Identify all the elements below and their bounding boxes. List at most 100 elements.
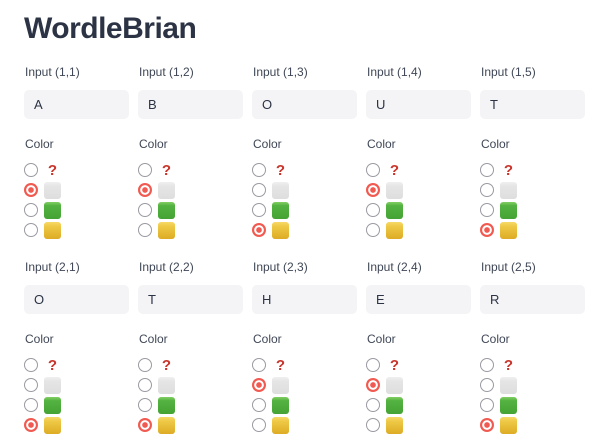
radio-button-gray[interactable] (24, 183, 38, 197)
radio-button-unknown[interactable] (252, 358, 266, 372)
color-option-yellow[interactable] (24, 415, 129, 435)
color-option-gray[interactable] (138, 375, 243, 395)
color-option-green[interactable] (138, 395, 243, 415)
color-option-yellow[interactable] (138, 220, 243, 240)
color-option-yellow[interactable] (480, 220, 585, 240)
question-mark-glyph[interactable]: ? (503, 356, 514, 374)
letter-input-2-3[interactable] (252, 285, 357, 314)
radio-button-gray[interactable] (480, 183, 494, 197)
letter-input-2-4[interactable] (366, 285, 471, 314)
color-option-yellow[interactable] (366, 220, 471, 240)
radio-button-gray[interactable] (366, 378, 380, 392)
yellow-square-swatch[interactable] (44, 416, 61, 434)
green-square-swatch[interactable] (386, 201, 403, 219)
yellow-square-swatch[interactable] (272, 416, 289, 434)
color-option-unknown[interactable]: ? (480, 355, 585, 375)
radio-button-gray[interactable] (24, 378, 38, 392)
gray-square-swatch[interactable] (500, 376, 517, 394)
radio-button-green[interactable] (24, 398, 38, 412)
radio-button-yellow[interactable] (252, 418, 266, 432)
radio-button-green[interactable] (24, 203, 38, 217)
color-option-green[interactable] (366, 395, 471, 415)
color-option-yellow[interactable] (138, 415, 243, 435)
green-square-swatch[interactable] (500, 396, 517, 414)
yellow-square-swatch[interactable] (272, 221, 289, 239)
question-mark-glyph[interactable]: ? (389, 161, 400, 179)
radio-button-yellow[interactable] (24, 223, 38, 237)
radio-button-green[interactable] (252, 398, 266, 412)
radio-button-green[interactable] (366, 398, 380, 412)
color-option-green[interactable] (366, 200, 471, 220)
radio-button-green[interactable] (480, 398, 494, 412)
color-option-green[interactable] (138, 200, 243, 220)
gray-square-swatch[interactable] (386, 181, 403, 199)
color-option-unknown[interactable]: ? (366, 160, 471, 180)
radio-button-unknown[interactable] (480, 163, 494, 177)
green-square-swatch[interactable] (272, 201, 289, 219)
radio-button-green[interactable] (366, 203, 380, 217)
gray-square-swatch[interactable] (158, 181, 175, 199)
green-square-swatch[interactable] (44, 201, 61, 219)
question-mark-glyph[interactable]: ? (161, 356, 172, 374)
yellow-square-swatch[interactable] (158, 416, 175, 434)
green-square-swatch[interactable] (158, 396, 175, 414)
color-option-yellow[interactable] (480, 415, 585, 435)
green-square-swatch[interactable] (386, 396, 403, 414)
radio-button-gray[interactable] (252, 378, 266, 392)
gray-square-swatch[interactable] (44, 376, 61, 394)
question-mark-glyph[interactable]: ? (47, 356, 58, 374)
color-option-gray[interactable] (480, 180, 585, 200)
gray-square-swatch[interactable] (272, 376, 289, 394)
letter-input-1-5[interactable] (480, 90, 585, 119)
radio-button-unknown[interactable] (366, 358, 380, 372)
yellow-square-swatch[interactable] (500, 221, 517, 239)
green-square-swatch[interactable] (158, 201, 175, 219)
color-option-gray[interactable] (480, 375, 585, 395)
color-option-unknown[interactable]: ? (24, 160, 129, 180)
green-square-swatch[interactable] (500, 201, 517, 219)
radio-button-gray[interactable] (366, 183, 380, 197)
radio-button-unknown[interactable] (24, 163, 38, 177)
radio-button-yellow[interactable] (138, 223, 152, 237)
gray-square-swatch[interactable] (44, 181, 61, 199)
yellow-square-swatch[interactable] (44, 221, 61, 239)
color-option-yellow[interactable] (366, 415, 471, 435)
color-option-green[interactable] (480, 200, 585, 220)
radio-button-green[interactable] (480, 203, 494, 217)
color-option-gray[interactable] (366, 375, 471, 395)
radio-button-gray[interactable] (138, 183, 152, 197)
radio-button-gray[interactable] (252, 183, 266, 197)
letter-input-2-2[interactable] (138, 285, 243, 314)
gray-square-swatch[interactable] (272, 181, 289, 199)
radio-button-unknown[interactable] (366, 163, 380, 177)
question-mark-glyph[interactable]: ? (161, 161, 172, 179)
green-square-swatch[interactable] (272, 396, 289, 414)
radio-button-yellow[interactable] (366, 223, 380, 237)
color-option-green[interactable] (252, 395, 357, 415)
yellow-square-swatch[interactable] (158, 221, 175, 239)
question-mark-glyph[interactable]: ? (47, 161, 58, 179)
color-option-green[interactable] (252, 200, 357, 220)
letter-input-1-1[interactable] (24, 90, 129, 119)
letter-input-2-1[interactable] (24, 285, 129, 314)
letter-input-1-4[interactable] (366, 90, 471, 119)
letter-input-1-2[interactable] (138, 90, 243, 119)
letter-input-1-3[interactable] (252, 90, 357, 119)
question-mark-glyph[interactable]: ? (275, 356, 286, 374)
color-option-gray[interactable] (138, 180, 243, 200)
color-option-gray[interactable] (24, 180, 129, 200)
color-option-gray[interactable] (366, 180, 471, 200)
question-mark-glyph[interactable]: ? (389, 356, 400, 374)
color-option-green[interactable] (24, 395, 129, 415)
radio-button-unknown[interactable] (138, 358, 152, 372)
gray-square-swatch[interactable] (500, 181, 517, 199)
radio-button-green[interactable] (252, 203, 266, 217)
color-option-unknown[interactable]: ? (366, 355, 471, 375)
color-option-unknown[interactable]: ? (138, 355, 243, 375)
radio-button-yellow[interactable] (480, 418, 494, 432)
radio-button-yellow[interactable] (24, 418, 38, 432)
color-option-yellow[interactable] (252, 220, 357, 240)
green-square-swatch[interactable] (44, 396, 61, 414)
color-option-gray[interactable] (252, 375, 357, 395)
yellow-square-swatch[interactable] (386, 221, 403, 239)
